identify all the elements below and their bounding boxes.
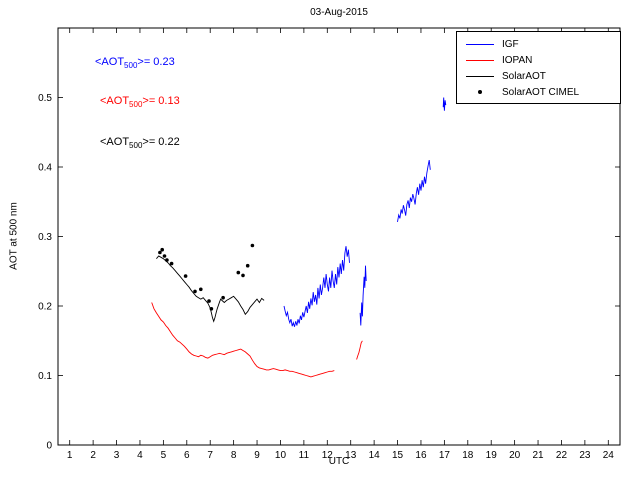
x-tick-label: 5 xyxy=(161,450,167,461)
legend-label-solaraot: SolarAOT xyxy=(502,70,546,82)
x-tick-label: 11 xyxy=(299,450,310,461)
legend-label-igf: IGF xyxy=(502,38,519,50)
y-tick-label: 0 xyxy=(46,441,52,452)
legend-line-sample-solaraot xyxy=(466,75,494,77)
annotation-subscript: 500 xyxy=(129,100,143,110)
y-tick-label: 0.3 xyxy=(38,232,52,243)
legend: IGF IOPAN SolarAOT SolarAOT CIMEL xyxy=(456,31,621,104)
legend-label-iopan: IOPAN xyxy=(502,54,533,66)
annotation-text: <AOT xyxy=(100,95,130,107)
series-igf xyxy=(442,97,447,111)
legend-line-sample-igf xyxy=(466,43,494,45)
series-solaraot xyxy=(156,255,265,323)
dot-marker-icon xyxy=(478,90,482,94)
x-tick-label: 16 xyxy=(415,450,427,461)
cimel-point xyxy=(165,258,169,262)
y-tick-label: 0.2 xyxy=(38,302,52,313)
x-tick-label: 3 xyxy=(114,450,120,461)
x-tick-label: 12 xyxy=(322,450,334,461)
cimel-point xyxy=(160,247,164,252)
annotation-value: >= 0.23 xyxy=(137,56,175,68)
cimel-point xyxy=(236,270,241,275)
cimel-point xyxy=(162,254,167,258)
legend-dot-sample-cimel xyxy=(466,84,494,100)
x-tick-label: 13 xyxy=(345,450,357,461)
legend-entry-iopan: IOPAN xyxy=(457,52,620,68)
x-tick-label: 8 xyxy=(231,450,237,461)
x-tick-label: 15 xyxy=(392,450,404,461)
cimel-point xyxy=(241,273,245,278)
series-iopan xyxy=(356,340,363,360)
x-tick-label: 19 xyxy=(486,450,498,461)
x-tick-label: 18 xyxy=(462,450,474,461)
aot-annotation: <AOT500>= 0.22 xyxy=(100,136,180,150)
annotation-value: >= 0.22 xyxy=(142,136,180,148)
aot-annotation: <AOT500>= 0.13 xyxy=(100,95,180,109)
x-tick-label: 9 xyxy=(254,450,260,461)
legend-entry-solaraot-cimel: SolarAOT CIMEL xyxy=(457,84,620,100)
x-tick-label: 6 xyxy=(184,450,190,461)
x-tick-label: 22 xyxy=(556,450,568,461)
cimel-point xyxy=(207,299,211,303)
cimel-point xyxy=(245,263,250,268)
cimel-point xyxy=(209,307,214,311)
chart-title: 03-Aug-2015 xyxy=(310,7,368,18)
series-igf xyxy=(397,160,431,222)
x-tick-label: 24 xyxy=(603,450,615,461)
x-tick-label: 4 xyxy=(137,450,143,461)
x-tick-label: 20 xyxy=(509,450,521,461)
cimel-point xyxy=(183,274,188,278)
series-igf xyxy=(359,265,367,326)
cimel-point xyxy=(158,250,162,255)
cimel-point xyxy=(199,287,203,292)
series-igf xyxy=(283,246,350,327)
x-axis-label: UTC xyxy=(328,456,350,467)
x-tick-label: 2 xyxy=(90,450,96,461)
y-tick-label: 0.5 xyxy=(38,93,52,104)
x-tick-label: 1 xyxy=(67,450,73,461)
x-tick-label: 7 xyxy=(207,450,213,461)
cimel-point xyxy=(221,295,225,300)
y-tick-label: 0.1 xyxy=(38,371,52,382)
annotation-text: <AOT xyxy=(95,56,125,68)
x-tick-label: 17 xyxy=(439,450,451,461)
x-tick-label: 10 xyxy=(275,450,287,461)
legend-entry-igf: IGF xyxy=(457,36,620,52)
cimel-point xyxy=(250,243,255,248)
series-iopan xyxy=(151,302,335,378)
annotation-value: >= 0.13 xyxy=(142,95,180,107)
x-tick-label: 14 xyxy=(369,450,381,461)
x-tick-label: 21 xyxy=(532,450,544,461)
legend-line-sample-iopan xyxy=(466,59,494,61)
annotation-subscript: 500 xyxy=(124,61,138,71)
cimel-point xyxy=(193,289,197,294)
legend-label-solaraot-cimel: SolarAOT CIMEL xyxy=(502,86,580,98)
x-tick-label: 23 xyxy=(579,450,591,461)
cimel-point xyxy=(169,261,174,266)
aot-annotation: <AOT500>= 0.23 xyxy=(95,56,175,70)
annotation-subscript: 500 xyxy=(129,141,143,151)
annotation-text: <AOT xyxy=(100,136,130,148)
legend-entry-solaraot: SolarAOT xyxy=(457,68,620,84)
y-tick-label: 0.4 xyxy=(38,163,52,174)
